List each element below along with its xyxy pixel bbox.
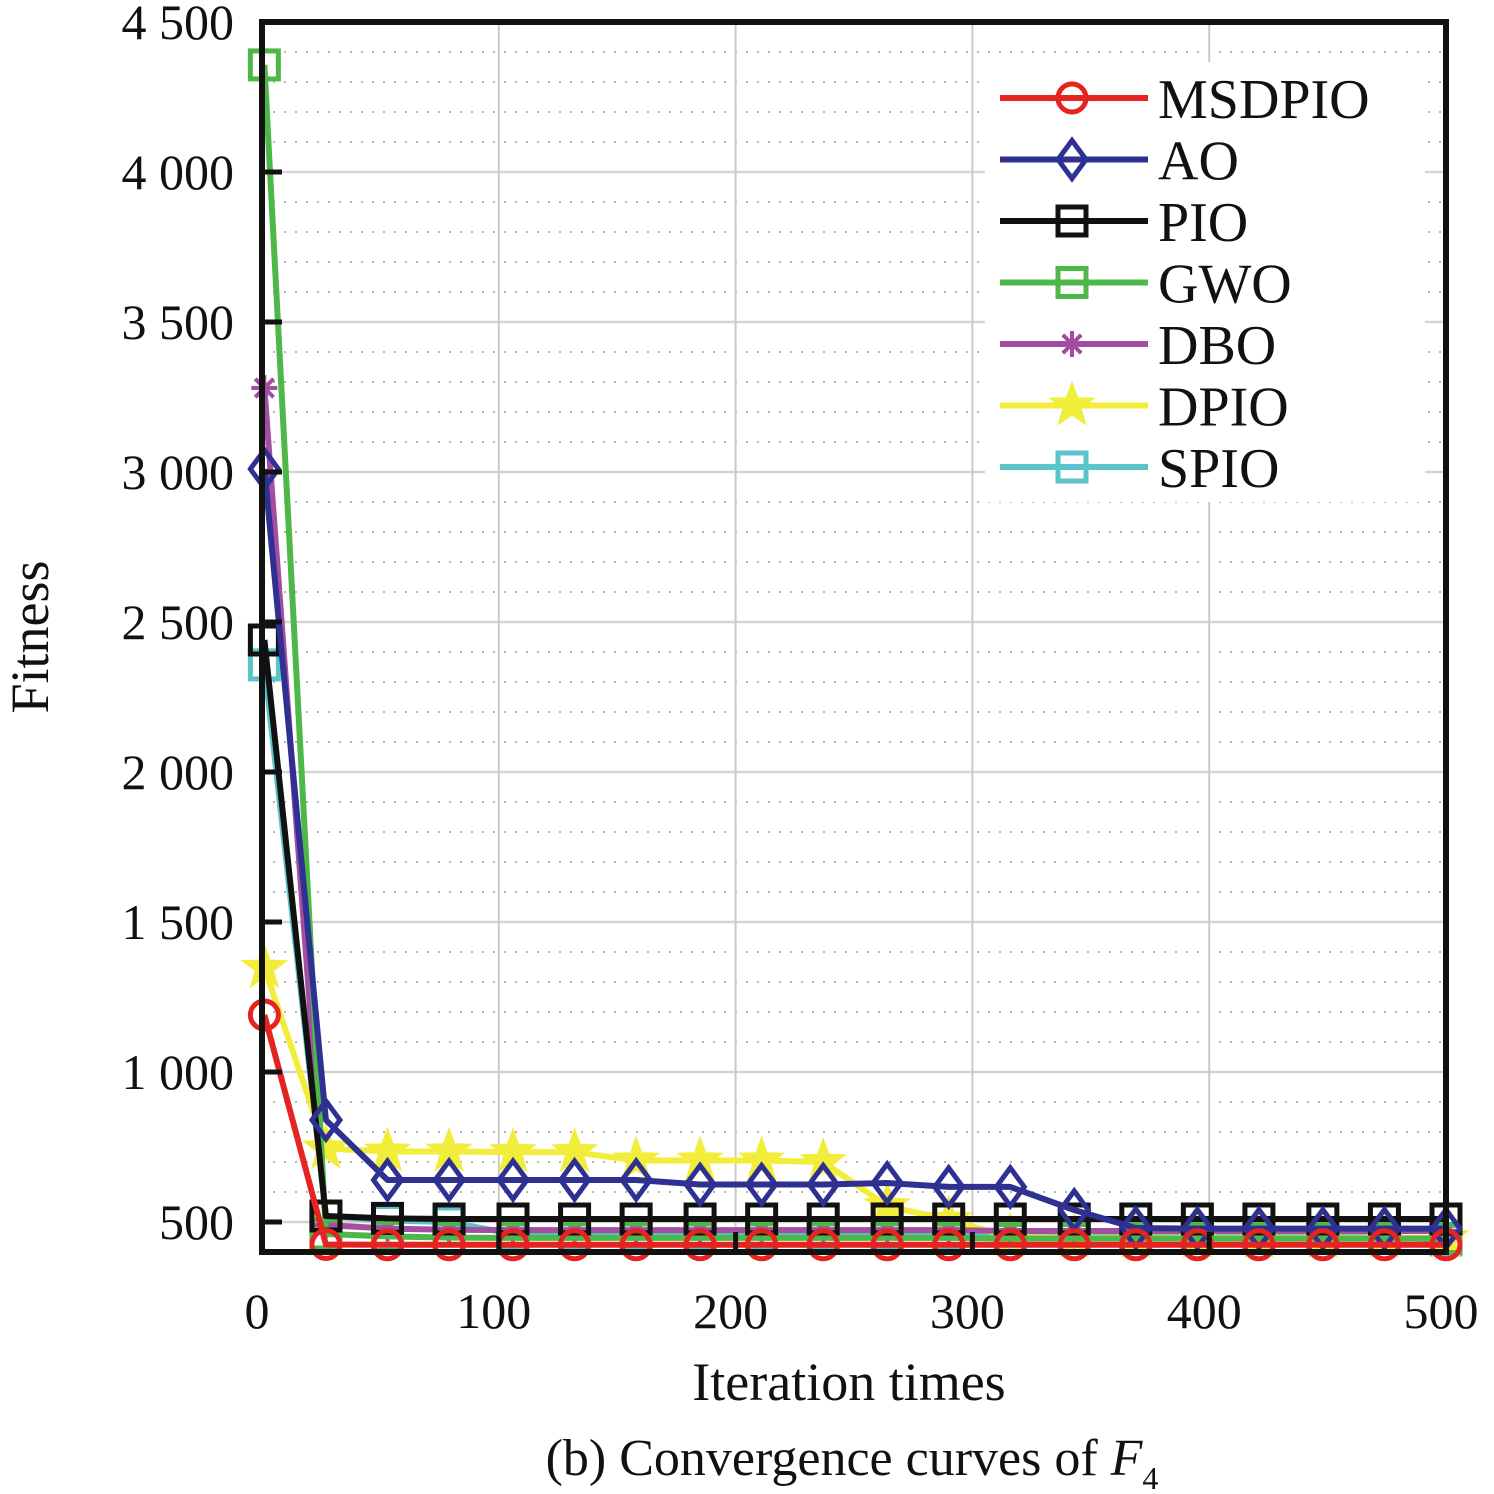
legend-label: GWO: [1158, 254, 1292, 316]
legend-label: MSDPIO: [1158, 69, 1370, 131]
y-tick-label: 3 500: [122, 294, 235, 350]
y-tick-label: 1 000: [122, 1044, 235, 1100]
data-point-marker: [1057, 1228, 1091, 1262]
x-tick-label: 0: [245, 1283, 270, 1339]
data-point-marker: [1119, 1228, 1153, 1262]
legend-label: PIO: [1158, 192, 1248, 254]
data-point-marker: [431, 1156, 467, 1204]
legend-label: SPIO: [1158, 438, 1279, 500]
x-axis-title: Iteration times: [692, 1352, 1005, 1412]
data-point-marker: [682, 1161, 718, 1208]
plot-frame: [259, 19, 1449, 1255]
legend-item-msdpio: MSDPIO: [1000, 69, 1370, 131]
y-tick-label: 2 000: [122, 744, 235, 800]
legend-marker-icon: [1055, 204, 1089, 238]
caption-prefix: (b) Convergence curves of: [546, 1430, 1111, 1487]
legend-item-dpio: DPIO: [1000, 377, 1289, 439]
caption-function-subscript: 4: [1142, 1460, 1158, 1494]
data-point-marker: [1367, 1228, 1401, 1262]
x-tick-label: 400: [1167, 1283, 1242, 1339]
ticks: 500 1 000 1 500 2 000 2 500 3 000 3 500 4 000 4 …: [122, 0, 1479, 1339]
legend-item-spio: SPIO: [1000, 438, 1279, 500]
data-point-marker: [870, 1228, 904, 1262]
data-point-marker: [302, 1123, 350, 1169]
y-tick-label: 4 000: [122, 144, 235, 200]
series-line: [261, 468, 1446, 1232]
data-point-marker: [806, 1228, 840, 1262]
legend-label: DPIO: [1158, 377, 1289, 439]
asterisk-stroke: [1061, 333, 1083, 355]
y-tick-label: 3 000: [122, 444, 235, 500]
legend-item-dbo: DBO: [1000, 315, 1276, 377]
x-tick-label: 500: [1404, 1283, 1479, 1339]
y-tick-label: 4 500: [122, 0, 235, 50]
data-point-marker: [806, 1161, 841, 1208]
data-point-marker: [683, 1228, 717, 1262]
data-point-marker: [745, 1228, 779, 1262]
data-point-marker: [993, 1228, 1027, 1262]
caption-function-symbol: F: [1110, 1430, 1144, 1487]
data-point-marker: [309, 1228, 343, 1261]
legend-item-pio: PIO: [1000, 192, 1248, 254]
legend-label: DBO: [1158, 315, 1276, 377]
y-axis-title: Fitness: [0, 560, 60, 713]
data-point-marker: [993, 1163, 1028, 1211]
data-point-marker: [495, 1156, 531, 1204]
legend-marker-icon: [1048, 380, 1096, 426]
data-point-marker: [371, 1228, 405, 1262]
data-point-marker: [370, 1156, 405, 1204]
data-point-marker: [619, 1156, 654, 1204]
legend-marker-icon: [1055, 450, 1089, 484]
data-point-marker: [1242, 1228, 1276, 1262]
legend-marker-icon: [1055, 81, 1089, 115]
legend-marker-icon: [1059, 331, 1085, 357]
data-point-marker: [932, 1228, 966, 1262]
data-point-marker: [1306, 1228, 1340, 1262]
data-point-marker: [557, 1156, 592, 1204]
data-point-marker: [432, 1228, 466, 1262]
x-tick-label: 200: [693, 1283, 768, 1339]
x-tick-label: 100: [456, 1283, 531, 1339]
data-point-marker: [309, 1217, 343, 1251]
data-point-marker: [619, 1228, 653, 1262]
legend-label: AO: [1158, 131, 1239, 193]
series-line: [261, 639, 1446, 1222]
data-point-marker: [799, 1137, 847, 1183]
y-tick-label: 2 500: [122, 594, 235, 650]
data-point-marker: [308, 1096, 344, 1144]
data-point-marker: [744, 1161, 779, 1208]
legend-marker-icon: [1055, 266, 1089, 299]
series-line: [261, 1014, 1446, 1248]
y-tick-label: 1 500: [122, 894, 235, 950]
y-tick-label: 500: [159, 1194, 234, 1250]
legend-item-gwo: GWO: [1000, 254, 1292, 316]
x-tick-label: 300: [930, 1283, 1005, 1339]
figure-caption: (b) Convergence curves of F4: [546, 1430, 1159, 1494]
series-msdpio: [247, 998, 1463, 1262]
data-point-marker: [558, 1228, 592, 1262]
series-ao: [247, 445, 1464, 1252]
data-point-marker: [931, 1163, 966, 1211]
data-point-marker: [870, 1159, 905, 1207]
legend-marker-icon: [1054, 136, 1090, 183]
legend-item-ao: AO: [1000, 131, 1239, 193]
